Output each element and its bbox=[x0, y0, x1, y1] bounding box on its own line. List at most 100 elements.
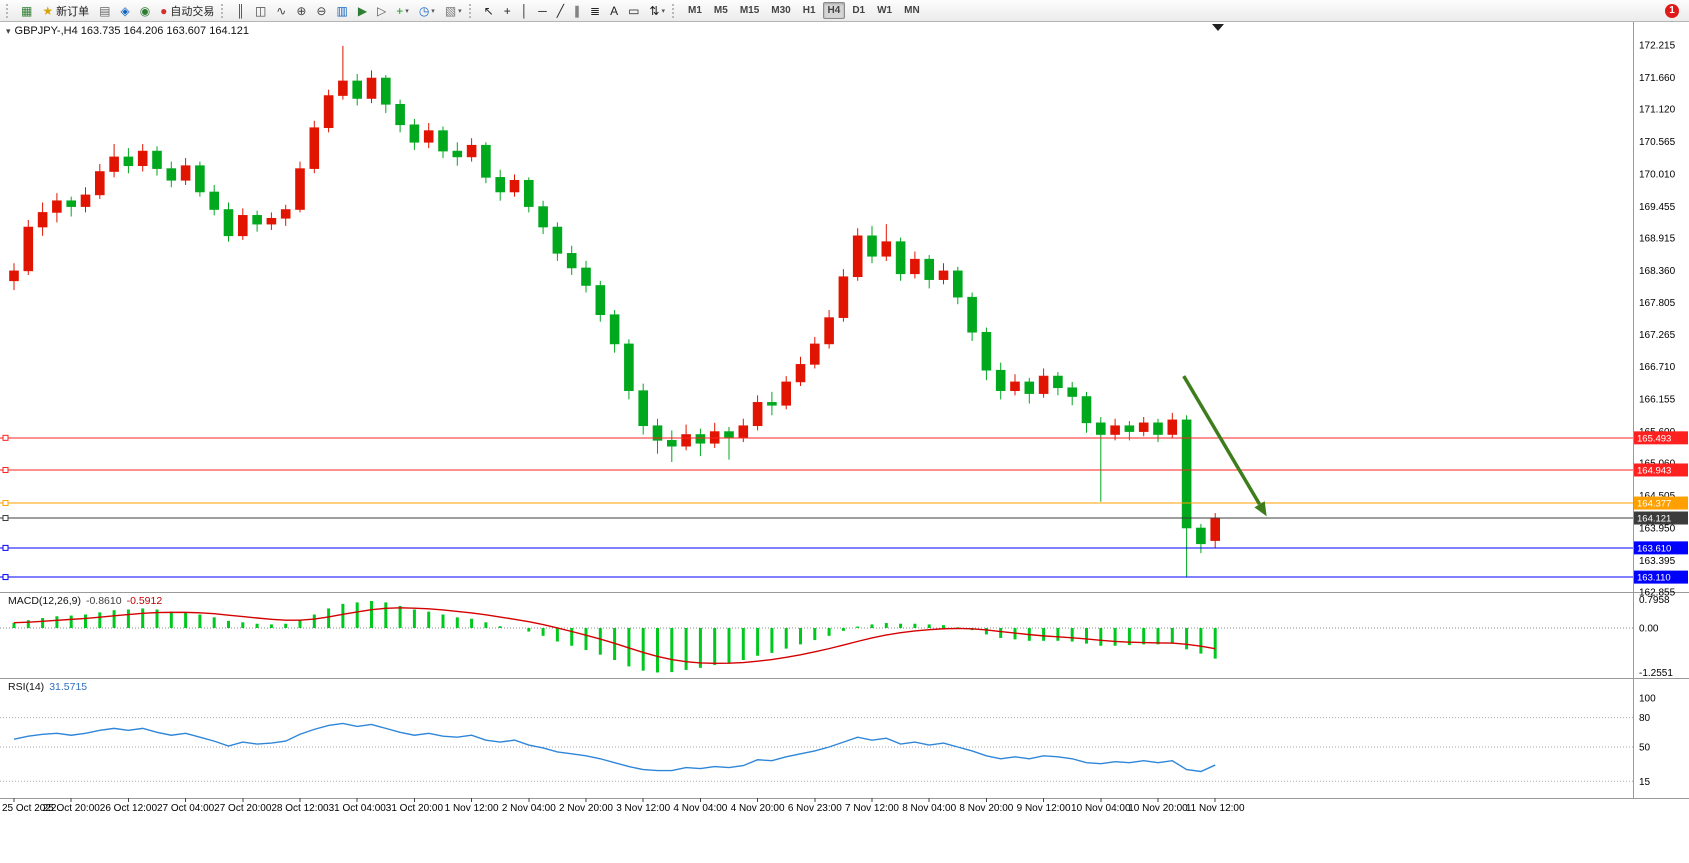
notification-badge[interactable]: 1 bbox=[1665, 3, 1679, 18]
svg-text:0.7958: 0.7958 bbox=[1639, 595, 1670, 606]
chart-title-text: GBPJPY-,H4 163.735 164.206 163.607 164.1… bbox=[14, 25, 249, 37]
one-click-expand-icon[interactable]: ▾ bbox=[6, 25, 11, 36]
candle-body bbox=[566, 253, 577, 269]
candle-body bbox=[380, 77, 391, 105]
hline-handle[interactable] bbox=[2, 434, 9, 441]
hline-handle[interactable] bbox=[2, 515, 9, 522]
profiles-icon[interactable]: ▤ bbox=[99, 3, 111, 18]
horizontal-lines[interactable] bbox=[0, 434, 1633, 581]
zoom-out-icon[interactable]: ⊖ bbox=[316, 3, 327, 18]
text-label-icon[interactable]: ▭ bbox=[628, 3, 640, 18]
chart-shift-marker[interactable] bbox=[1212, 24, 1224, 31]
candle-body bbox=[495, 177, 506, 193]
auto-scroll-icon[interactable]: ▶ bbox=[357, 3, 368, 18]
fibonacci-icon[interactable]: ≣ bbox=[590, 3, 601, 18]
candle-body bbox=[795, 364, 806, 383]
svg-text:15: 15 bbox=[1639, 777, 1651, 788]
arrows-tool-icon[interactable]: ⇅ ▾ bbox=[649, 3, 665, 18]
toolbar: ▦ ★ 新订单 ▤ ◈ ◉ ● 自动交易 ║ ◫ ∿ ⊕ ⊖ ▥ ▶ ▷ + ▾ ◷ ▾ ▧ ▾ ↖ + │ ─ ╱ ∥ ≣ A ▭ ⇅ ▾ M1… bbox=[0, 0, 1689, 22]
hline-handle[interactable] bbox=[2, 500, 9, 507]
line-chart-icon[interactable]: ∿ bbox=[276, 3, 287, 18]
candle-body bbox=[280, 209, 291, 219]
trend-arrow[interactable] bbox=[1182, 375, 1267, 517]
timeframe-d1[interactable]: D1 bbox=[852, 5, 866, 16]
timeframe-m5[interactable]: M5 bbox=[713, 5, 728, 16]
price-tags: 165.493 164.943 164.377 164.121 163.610 163.1… bbox=[1634, 431, 1688, 584]
candle-body bbox=[66, 200, 76, 207]
candle-body bbox=[238, 215, 248, 237]
bar-chart-icon[interactable]: ║ bbox=[236, 3, 245, 18]
new-chart-icon[interactable]: ▦ bbox=[21, 3, 33, 18]
candle-body bbox=[52, 200, 62, 213]
horizontal-line-icon[interactable]: ─ bbox=[538, 3, 547, 18]
candle-body bbox=[209, 191, 219, 210]
toolbar-grip bbox=[672, 3, 678, 18]
navigator-icon[interactable]: ◉ bbox=[139, 3, 151, 18]
new-order-button[interactable]: ★ 新订单 bbox=[42, 3, 90, 18]
candle-body bbox=[1096, 422, 1106, 435]
candle-body bbox=[1067, 387, 1077, 397]
candle-body bbox=[1181, 419, 1192, 529]
candle-body bbox=[95, 171, 105, 196]
candle-body bbox=[752, 402, 763, 427]
chart-background bbox=[0, 22, 1689, 863]
cursor-icon[interactable]: ↖ bbox=[483, 3, 494, 18]
hline-handle[interactable] bbox=[2, 574, 9, 581]
indicators-icon-caret[interactable]: ▾ bbox=[405, 7, 409, 15]
templates-icon[interactable]: ▧ ▾ bbox=[444, 3, 462, 18]
timeframe-m15[interactable]: M15 bbox=[739, 5, 760, 16]
zoom-in-icon[interactable]: ⊕ bbox=[296, 3, 307, 18]
templates-icon-caret[interactable]: ▾ bbox=[458, 7, 462, 15]
candle-body bbox=[1010, 381, 1020, 391]
arrows-tool-icon-caret[interactable]: ▾ bbox=[661, 7, 665, 15]
candle-body bbox=[109, 156, 119, 172]
vertical-line-icon[interactable]: │ bbox=[520, 3, 529, 18]
candle-body bbox=[595, 285, 606, 316]
timeframe-m30[interactable]: M30 bbox=[771, 5, 791, 16]
candle-body bbox=[438, 130, 448, 152]
hline-handle[interactable] bbox=[2, 466, 9, 473]
timeframe-w1[interactable]: W1 bbox=[877, 5, 893, 16]
svg-text:167.265: 167.265 bbox=[1639, 330, 1676, 341]
macd-header: MACD(12,26,9) -0.8610 -0.5912 bbox=[8, 595, 167, 607]
timeframe-m1[interactable]: M1 bbox=[688, 5, 702, 16]
candle-body bbox=[452, 150, 463, 158]
candle-body bbox=[695, 434, 706, 444]
equidistant-channel-icon[interactable]: ∥ bbox=[574, 3, 580, 18]
svg-text:170.010: 170.010 bbox=[1639, 169, 1676, 180]
pane-separators[interactable] bbox=[0, 22, 1689, 799]
toolbar-grip bbox=[6, 3, 12, 18]
periods-icon[interactable]: ◷ ▾ bbox=[418, 3, 435, 18]
candle-body bbox=[223, 209, 234, 237]
tile-windows-icon[interactable]: ▥ bbox=[336, 3, 348, 18]
svg-text:163.110: 163.110 bbox=[1637, 573, 1671, 584]
candle-body bbox=[1210, 517, 1220, 541]
svg-text:171.120: 171.120 bbox=[1639, 104, 1676, 115]
periods-icon-caret[interactable]: ▾ bbox=[431, 7, 435, 15]
rsi-header: RSI(14) 31.5715 bbox=[8, 681, 92, 693]
candle-body bbox=[80, 194, 91, 207]
timeframe-h4[interactable]: H4 bbox=[822, 2, 846, 19]
candle-body bbox=[366, 77, 377, 99]
svg-text:164.121: 164.121 bbox=[1637, 514, 1671, 525]
timeframe-h1[interactable]: H1 bbox=[802, 5, 816, 16]
market-watch-icon[interactable]: ◈ bbox=[120, 3, 130, 18]
candle-body bbox=[624, 343, 634, 391]
timeframe-mn[interactable]: MN bbox=[904, 5, 920, 16]
hline-handle[interactable] bbox=[2, 544, 9, 551]
autotrade-button[interactable]: ● 自动交易 bbox=[160, 3, 215, 18]
chart-shift-icon[interactable]: ▷ bbox=[377, 3, 387, 18]
macd-pane bbox=[0, 600, 1633, 673]
candle-body bbox=[1124, 425, 1135, 432]
indicators-icon[interactable]: + ▾ bbox=[396, 3, 409, 18]
text-icon[interactable]: A bbox=[610, 3, 619, 18]
trendline-icon[interactable]: ╱ bbox=[556, 3, 564, 18]
toolbar-grip bbox=[468, 3, 475, 18]
candlestick-icon[interactable]: ◫ bbox=[254, 3, 267, 18]
candle-body bbox=[609, 314, 620, 345]
svg-text:163.610: 163.610 bbox=[1637, 543, 1671, 554]
rsi-line bbox=[13, 722, 1216, 773]
crosshair-icon[interactable]: + bbox=[503, 3, 511, 18]
candle-body bbox=[1038, 375, 1049, 394]
